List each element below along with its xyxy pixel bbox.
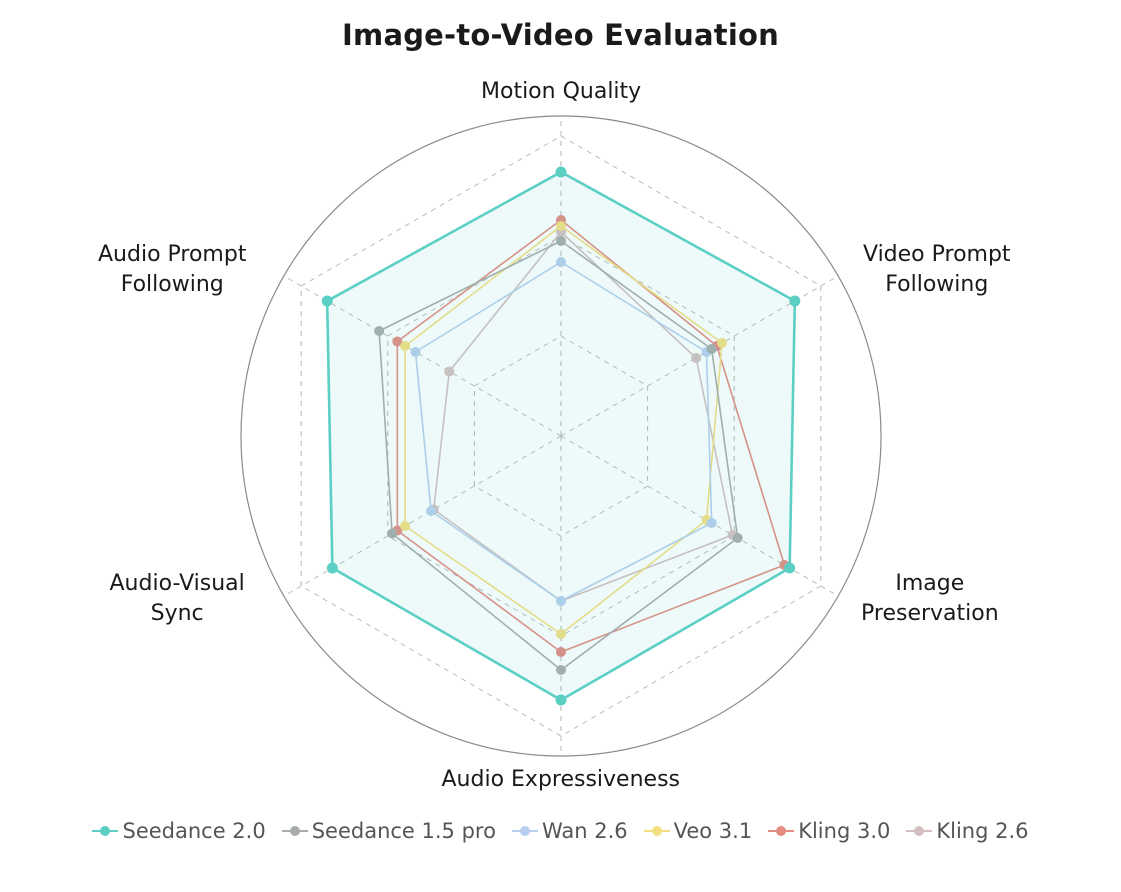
legend-item: Kling 2.6 [906,818,1029,843]
axis-label: Video Prompt Following [863,240,1011,300]
data-point [706,344,717,354]
series-seedance-1-5-pro [374,236,743,675]
data-point [556,221,566,231]
data-point [387,528,398,539]
data-point [555,166,567,178]
legend-label: Kling 2.6 [936,819,1029,843]
axis-label-line: Audio Prompt [98,242,247,267]
axis-label-line: Following [120,272,224,297]
data-point [400,341,411,351]
legend-item: Kling 3.0 [768,818,890,843]
outer-circle [240,115,882,757]
data-point [321,295,333,307]
legend-swatch [92,824,119,838]
data-point [789,295,801,307]
series-line [325,170,797,702]
series-wan-2-6 [410,257,717,606]
legend-label: Kling 3.0 [798,819,891,843]
data-point [556,647,566,657]
data-point [556,236,566,246]
axis-label-line: Audio-Visual [109,571,245,596]
series-seedance-2-0 [321,166,801,706]
legend-item: Wan 2.6 [511,818,628,843]
axis-spoke [560,435,839,597]
data-point [691,353,702,363]
axis-label-line: Audio Expressiveness [441,767,681,792]
legend-item: Seedance 2.0 [92,818,266,843]
axis-spoke [283,435,562,597]
axis-label: Image Preservation [861,569,999,629]
data-point [400,521,411,531]
axis-label: Audio-Visual Sync [110,569,245,629]
chart-title: Image-to-Video Evaluation [342,18,779,52]
axis-label: Motion Quality [481,77,641,107]
data-point [555,694,567,706]
data-point [706,518,717,528]
radar-series [321,166,801,706]
legend: Seedance 2.0 Seedance 1.5 pro Wan 2.6 Veo 3… [0,818,1121,843]
data-point [374,326,385,336]
axis-label-line: Image [895,571,965,596]
data-point [392,336,403,347]
axis-label-line: Following [885,272,989,297]
legend-swatch [511,824,538,838]
data-point [326,562,338,574]
data-point [556,629,566,639]
legend-item: Seedance 1.5 pro [281,818,496,843]
data-point [410,347,421,357]
axis-label-line: Motion Quality [481,79,642,104]
legend-label: Seedance 2.0 [122,819,266,843]
axis-label: Audio Prompt Following [98,240,246,300]
data-point [732,533,743,543]
data-point [717,338,728,348]
axis-spoke [283,275,562,437]
legend-swatch [643,824,670,838]
data-point [784,562,796,574]
data-point [556,257,566,267]
axis-label: Audio Expressiveness [442,765,681,795]
legend-label: Wan 2.6 [541,819,628,843]
data-point [556,596,566,606]
legend-label: Seedance 1.5 pro [311,819,496,843]
legend-label: Veo 3.1 [673,819,753,843]
axis-label-line: Sync [150,601,204,626]
legend-swatch [906,824,933,838]
data-point [426,506,437,516]
legend-item: Veo 3.1 [643,818,753,843]
data-point [556,665,566,675]
axis-label-line: Preservation [861,601,999,626]
legend-swatch [281,824,308,838]
axis-label-line: Video Prompt [863,242,1011,267]
legend-swatch [768,824,795,838]
data-point [444,366,455,377]
